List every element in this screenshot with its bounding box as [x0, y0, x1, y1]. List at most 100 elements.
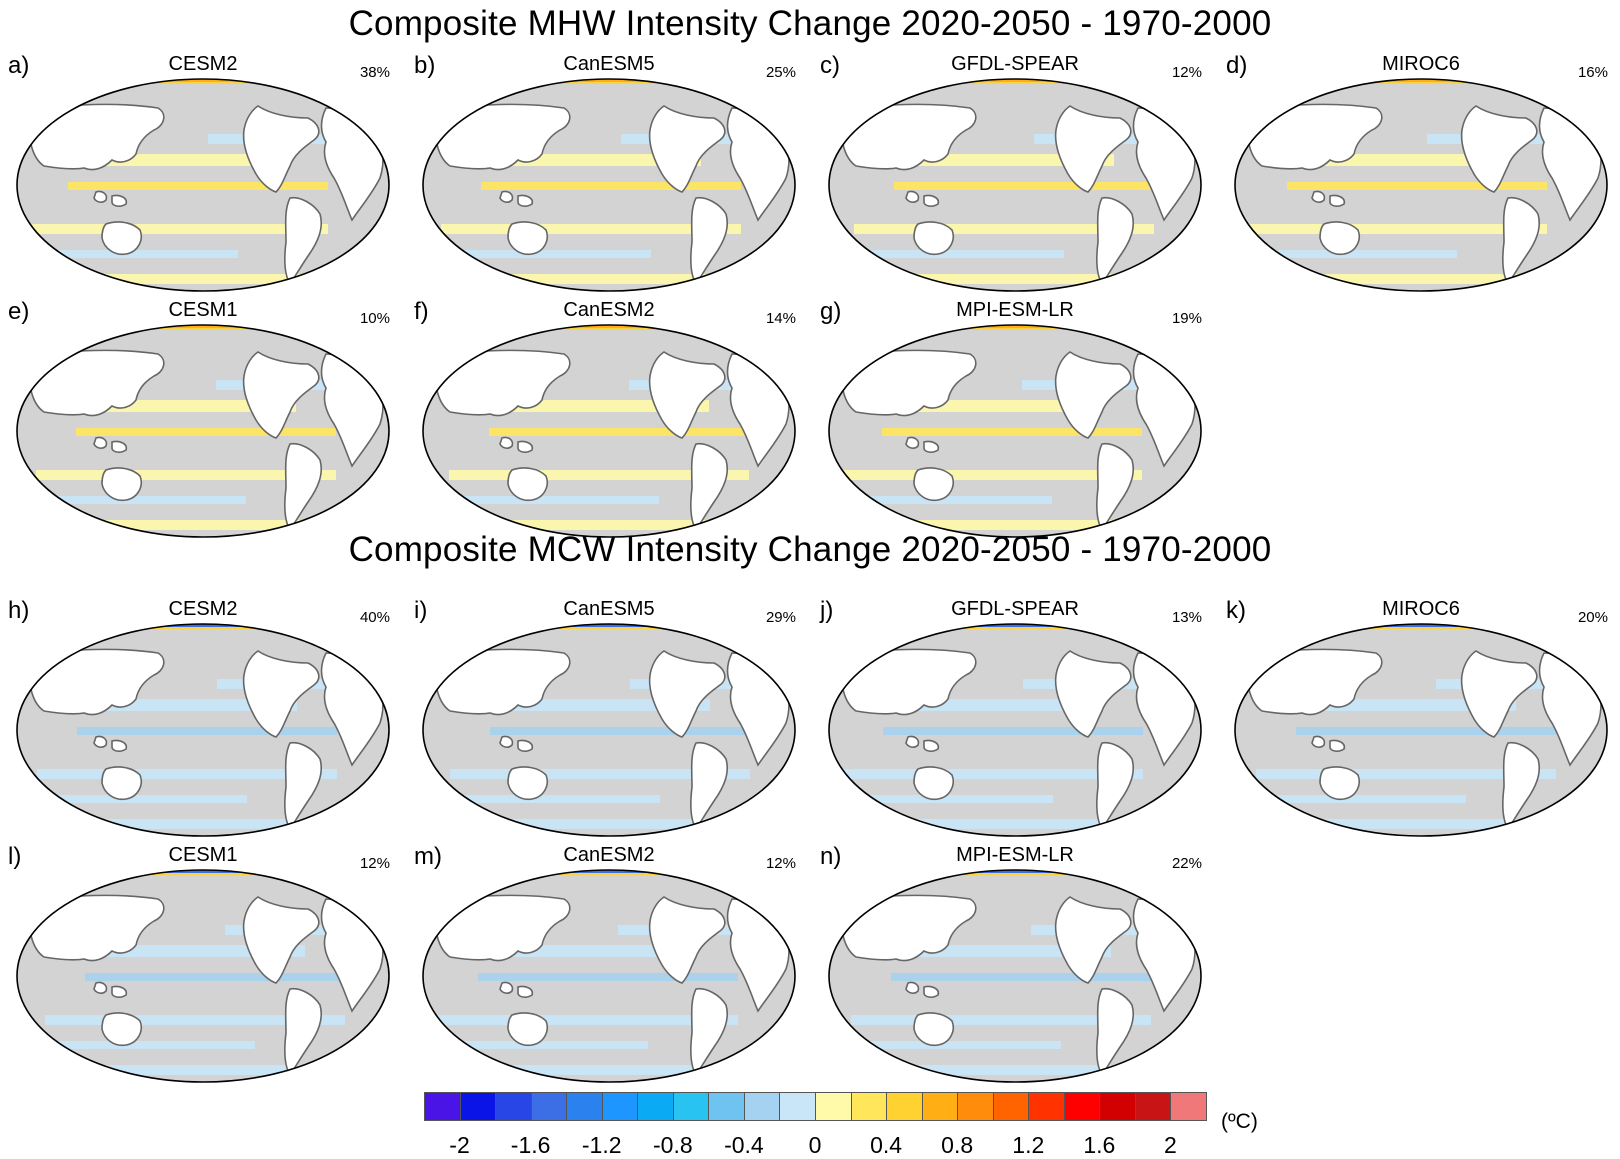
anomaly-band — [1287, 182, 1547, 190]
map-panel: d) MIROC6 16% — [1226, 52, 1616, 297]
anomaly-band — [843, 769, 1143, 779]
continent-outline — [507, 467, 548, 502]
arctic-anomaly — [454, 79, 764, 82]
anomaly-band — [1266, 795, 1466, 803]
anomaly-band — [883, 727, 1143, 735]
colorbar-swatch — [495, 1092, 532, 1121]
anomaly-band — [854, 274, 1184, 284]
continent-outline — [101, 1012, 142, 1047]
colorbar-tick-label: 1.2 — [1012, 1132, 1045, 1158]
anomaly-band — [490, 727, 750, 735]
panel-model-name: CESM1 — [168, 299, 238, 321]
continent-outline — [923, 440, 940, 453]
continent-outline — [111, 985, 128, 998]
anomaly-band — [47, 795, 247, 803]
colorbar-swatch — [672, 1092, 710, 1121]
arctic-anomaly — [48, 870, 358, 873]
colorbar-swatch — [992, 1092, 1030, 1121]
panel-model-name: MIROC6 — [1382, 53, 1460, 75]
continent-outline — [1502, 741, 1541, 831]
colorbar-swatch — [1099, 1092, 1136, 1121]
anomaly-band — [441, 274, 771, 284]
colorbar-swatch — [957, 1092, 994, 1121]
continent-outline — [434, 894, 571, 962]
arctic-anomaly — [454, 870, 764, 873]
arctic-anomaly — [860, 870, 1170, 873]
panel-model-name: CESM2 — [168, 53, 238, 75]
anomaly-band — [852, 496, 1052, 504]
continent-outline — [101, 467, 142, 502]
panel-model-name: CanESM2 — [563, 299, 655, 321]
continent-outline — [507, 766, 548, 801]
colorbar-swatch — [530, 1092, 568, 1121]
continent-outline — [499, 981, 514, 994]
continent-outline — [913, 467, 954, 502]
map-panel: e) CESM1 10% — [8, 298, 398, 543]
arctic-anomaly — [1266, 624, 1576, 627]
colorbar-tick-label: -1.6 — [510, 1132, 551, 1158]
continent-outline — [101, 766, 142, 801]
map-panel: n) MPI-ESM-LR 22% — [820, 843, 1210, 1088]
continent-outline — [28, 648, 165, 716]
anomaly-band — [448, 1041, 648, 1049]
anomaly-band — [460, 795, 660, 803]
colorbar-swatch — [815, 1092, 852, 1121]
continent-outline — [840, 349, 977, 417]
panel-letter: n) — [820, 843, 842, 870]
colorbar-swatch — [1170, 1092, 1207, 1121]
world-map — [422, 78, 796, 292]
continent-outline — [913, 221, 954, 256]
map-border — [422, 324, 796, 538]
colorbar-swatch — [459, 1092, 497, 1121]
continent-outline — [507, 1012, 548, 1047]
anomaly-band — [842, 520, 1172, 530]
panel-model-name: MPI-ESM-LR — [956, 299, 1074, 321]
continent-outline — [913, 766, 954, 801]
map-panel: h) CESM2 40% — [8, 597, 398, 842]
anomaly-band — [449, 470, 749, 480]
anomaly-band — [478, 973, 738, 981]
anomaly-band — [37, 819, 367, 829]
colorbar-swatch — [424, 1092, 461, 1121]
continent-outline — [517, 739, 534, 752]
continent-outline — [517, 440, 534, 453]
continent-outline — [905, 735, 920, 748]
panel-percent: 14% — [765, 310, 796, 327]
continent-outline — [840, 103, 977, 171]
world-map — [16, 869, 390, 1083]
panel-percent: 12% — [1171, 64, 1202, 81]
colorbar-swatch — [743, 1092, 781, 1121]
anomaly-band — [450, 819, 780, 829]
continent-outline — [1246, 103, 1383, 171]
continent-outline — [93, 981, 108, 994]
panel-letter: d) — [1226, 52, 1248, 79]
panel-letter: l) — [8, 843, 22, 870]
map-panel: c) GFDL-SPEAR 12% — [820, 52, 1210, 297]
world-map — [16, 623, 390, 837]
colorbar-swatch — [1134, 1092, 1172, 1121]
continent-outline — [507, 221, 548, 256]
panel-letter: j) — [820, 597, 834, 624]
arctic-anomaly — [454, 325, 764, 328]
colorbar-swatch — [1028, 1092, 1065, 1121]
panel-letter: a) — [8, 52, 30, 79]
map-border — [828, 623, 1202, 837]
continent-outline — [905, 190, 920, 203]
map-border — [828, 324, 1202, 538]
continent-outline — [1054, 896, 1132, 984]
panel-percent: 12% — [765, 855, 796, 872]
colorbar-tick-label: 2 — [1164, 1132, 1177, 1158]
anomaly-band — [449, 520, 779, 530]
anomaly-band — [894, 182, 1154, 190]
panel-percent: 19% — [1171, 310, 1202, 327]
panel-percent: 38% — [359, 64, 390, 81]
world-map — [16, 78, 390, 292]
anomaly-band — [28, 224, 328, 234]
anomaly-band — [891, 973, 1151, 981]
anomaly-band — [438, 1015, 738, 1025]
anomaly-band — [38, 250, 238, 258]
world-map — [828, 869, 1202, 1083]
continent-outline — [1096, 442, 1135, 532]
colorbar-swatch — [921, 1092, 959, 1121]
continent-outline — [905, 981, 920, 994]
